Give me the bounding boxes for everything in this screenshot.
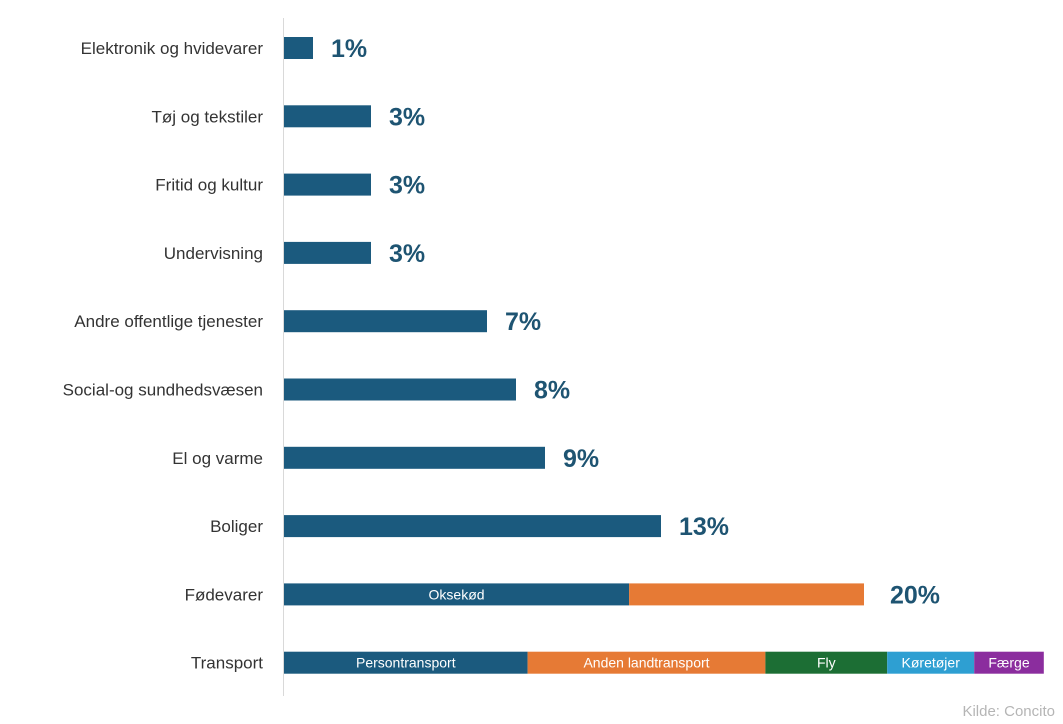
segment-label: Fly: [817, 655, 836, 671]
bar-segment: [629, 583, 864, 606]
value-label: 7%: [505, 308, 541, 336]
bar: [284, 446, 545, 469]
segment-label: Køretøjer: [902, 655, 961, 671]
bar: [284, 310, 487, 333]
bar-segment: [284, 651, 528, 674]
bar-segment: [974, 651, 1044, 674]
category-label: Undervisning: [164, 244, 263, 263]
value-label: 1%: [331, 35, 367, 63]
segment-label: Færge: [988, 655, 1029, 671]
bar: [284, 37, 313, 59]
category-label: Boliger: [210, 517, 263, 536]
category-label: Andre offentlige tjenester: [74, 312, 263, 331]
value-label: 3%: [389, 103, 425, 131]
bar: [284, 241, 371, 264]
bar-segment: [887, 651, 975, 674]
value-label: 3%: [389, 172, 425, 200]
category-label: Transport: [191, 654, 263, 673]
bar: [284, 105, 371, 128]
category-label: Tøj og tekstiler: [152, 107, 264, 126]
category-label: Social-og sundhedsvæsen: [63, 381, 263, 400]
segment-label: Anden landtransport: [583, 655, 709, 671]
value-label: 3%: [389, 240, 425, 268]
bar: [284, 515, 661, 538]
value-label: 20%: [890, 581, 940, 609]
category-label: El og varme: [172, 449, 263, 468]
source-note: Kilde: Concito: [962, 703, 1055, 720]
value-label: 9%: [563, 445, 599, 473]
bar-rows: Elektronik og hvidevarer 1% Tøj og tekstil…: [63, 35, 1044, 674]
segment-label: Persontransport: [356, 655, 456, 671]
bar-segment: [527, 651, 766, 674]
category-label: Elektronik og hvidevarer: [81, 39, 264, 58]
category-label: Fødevarer: [185, 585, 264, 604]
category-label: Fritid og kultur: [155, 176, 263, 195]
value-label: 13%: [679, 513, 729, 541]
bar: [284, 378, 516, 401]
bar-segment: [765, 651, 888, 674]
bar-segment: [284, 583, 630, 606]
segment-label: Oksekød: [429, 586, 485, 602]
bar: [284, 173, 371, 196]
value-label: 8%: [534, 377, 570, 405]
